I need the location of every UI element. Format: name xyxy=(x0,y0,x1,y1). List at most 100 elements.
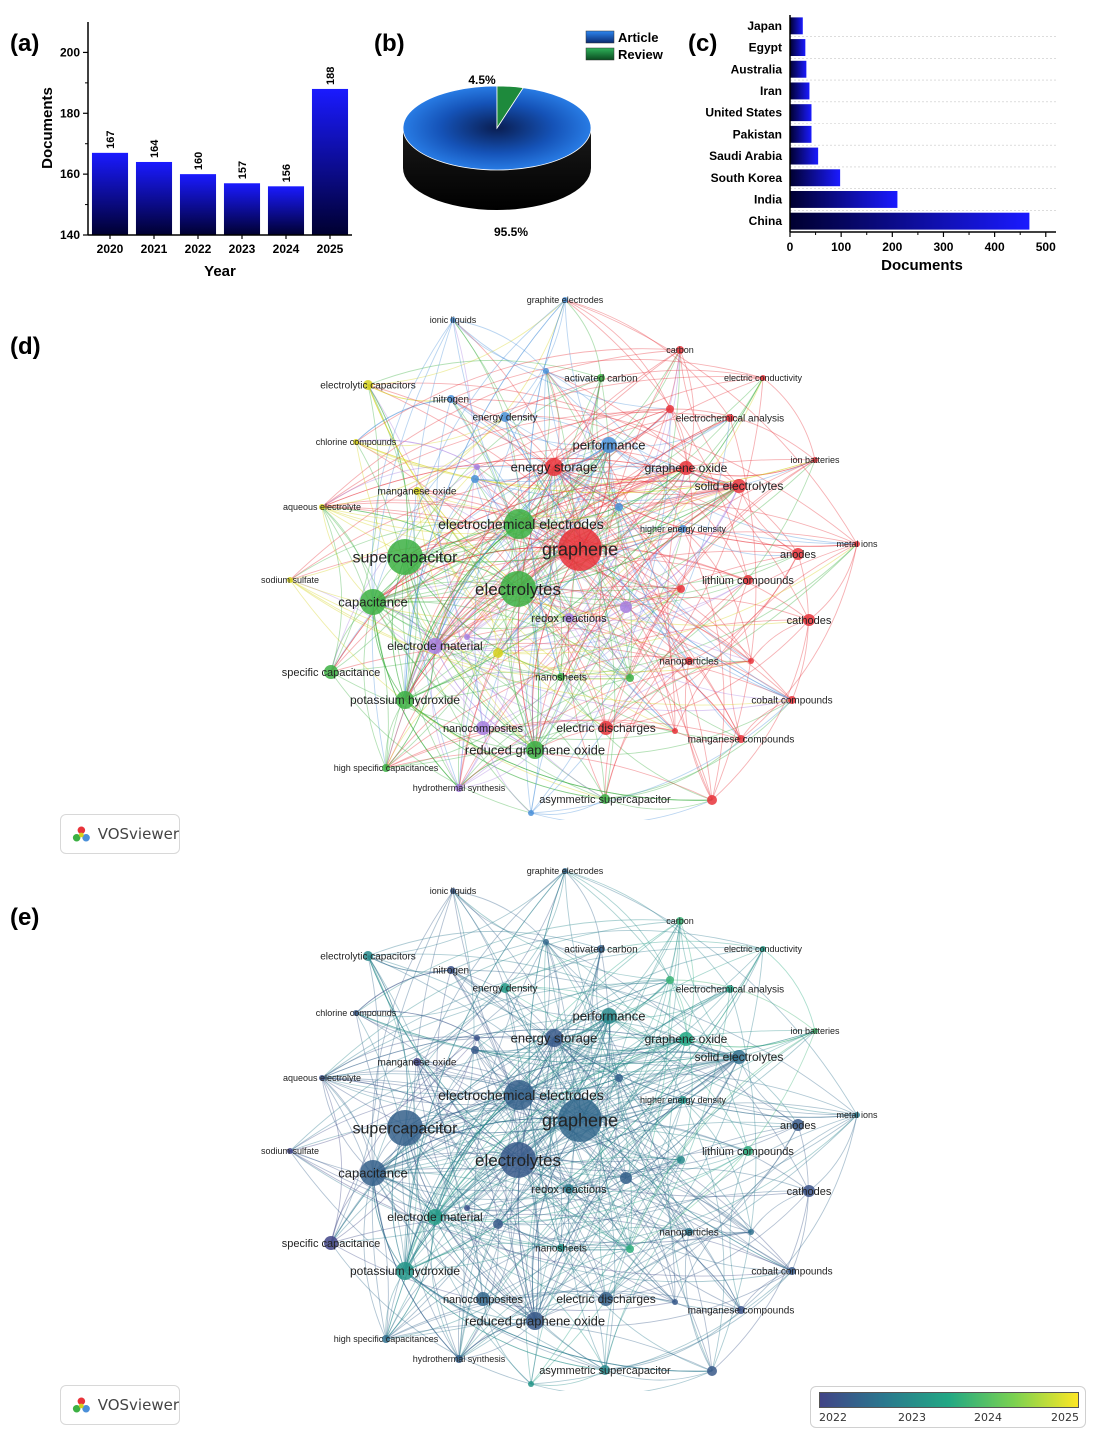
keyword-node[interactable] xyxy=(360,1160,386,1186)
keyword-node[interactable] xyxy=(672,1299,678,1305)
keyword-node[interactable] xyxy=(562,297,568,303)
keyword-node[interactable] xyxy=(557,1244,565,1252)
keyword-node[interactable] xyxy=(597,945,605,953)
keyword-node[interactable] xyxy=(854,1112,860,1118)
keyword-node[interactable] xyxy=(464,634,470,640)
keyword-node[interactable] xyxy=(760,375,766,381)
keyword-node[interactable] xyxy=(562,868,568,874)
keyword-node[interactable] xyxy=(526,741,544,759)
keyword-node[interactable] xyxy=(679,461,693,475)
keyword-node[interactable] xyxy=(500,571,536,607)
keyword-node[interactable] xyxy=(672,728,678,734)
keyword-node[interactable] xyxy=(324,1236,338,1250)
keyword-node[interactable] xyxy=(387,1110,423,1146)
keyword-node[interactable] xyxy=(287,1148,293,1154)
keyword-node[interactable] xyxy=(504,509,534,539)
keyword-node[interactable] xyxy=(396,1262,414,1280)
keyword-node[interactable] xyxy=(528,810,534,816)
keyword-node[interactable] xyxy=(748,658,754,664)
keyword-node[interactable] xyxy=(666,976,674,984)
keyword-node[interactable] xyxy=(564,613,574,623)
keyword-node[interactable] xyxy=(685,657,693,665)
keyword-node[interactable] xyxy=(620,601,632,613)
keyword-node[interactable] xyxy=(685,1228,693,1236)
keyword-node[interactable] xyxy=(679,525,687,533)
keyword-node[interactable] xyxy=(743,1146,753,1156)
keyword-node[interactable] xyxy=(737,735,745,743)
keyword-node[interactable] xyxy=(471,475,479,483)
keyword-node[interactable] xyxy=(558,1098,602,1142)
keyword-node[interactable] xyxy=(803,614,815,626)
keyword-node[interactable] xyxy=(599,721,613,735)
keyword-node[interactable] xyxy=(447,966,455,974)
keyword-node[interactable] xyxy=(677,585,685,593)
keyword-node[interactable] xyxy=(812,1028,818,1034)
keyword-node[interactable] xyxy=(792,548,804,560)
keyword-node[interactable] xyxy=(676,346,684,354)
keyword-node[interactable] xyxy=(363,380,373,390)
keyword-node[interactable] xyxy=(732,1050,746,1064)
keyword-node[interactable] xyxy=(360,589,386,615)
keyword-node[interactable] xyxy=(545,458,563,476)
keyword-node[interactable] xyxy=(545,1029,563,1047)
keyword-node[interactable] xyxy=(353,439,359,445)
keyword-node[interactable] xyxy=(600,1365,610,1375)
keyword-node[interactable] xyxy=(319,1075,325,1081)
keyword-node[interactable] xyxy=(788,696,796,704)
keyword-node[interactable] xyxy=(743,575,753,585)
keyword-node[interactable] xyxy=(812,457,818,463)
keyword-node[interactable] xyxy=(474,464,480,470)
keyword-node[interactable] xyxy=(760,946,766,952)
keyword-node[interactable] xyxy=(543,939,549,945)
keyword-node[interactable] xyxy=(464,1205,470,1211)
keyword-node[interactable] xyxy=(500,1142,536,1178)
keyword-node[interactable] xyxy=(626,1245,634,1253)
keyword-node[interactable] xyxy=(413,487,421,495)
keyword-node[interactable] xyxy=(526,1312,544,1330)
keyword-node[interactable] xyxy=(737,1306,745,1314)
keyword-node[interactable] xyxy=(455,784,463,792)
keyword-node[interactable] xyxy=(707,795,717,805)
keyword-node[interactable] xyxy=(854,541,860,547)
keyword-node[interactable] xyxy=(732,479,746,493)
keyword-node[interactable] xyxy=(600,794,610,804)
keyword-node[interactable] xyxy=(679,1096,687,1104)
keyword-node[interactable] xyxy=(601,1008,617,1024)
keyword-node[interactable] xyxy=(620,1172,632,1184)
keyword-node[interactable] xyxy=(707,1366,717,1376)
keyword-node[interactable] xyxy=(382,764,390,772)
keyword-node[interactable] xyxy=(471,1046,479,1054)
keyword-node[interactable] xyxy=(564,1184,574,1194)
keyword-node[interactable] xyxy=(493,648,503,658)
keyword-node[interactable] xyxy=(597,374,605,382)
keyword-node[interactable] xyxy=(666,405,674,413)
keyword-node[interactable] xyxy=(474,1035,480,1041)
keyword-node[interactable] xyxy=(476,721,490,735)
keyword-node[interactable] xyxy=(450,888,456,894)
keyword-node[interactable] xyxy=(748,1229,754,1235)
keyword-node[interactable] xyxy=(528,1381,534,1387)
keyword-node[interactable] xyxy=(557,673,565,681)
keyword-node[interactable] xyxy=(396,691,414,709)
keyword-node[interactable] xyxy=(287,577,293,583)
keyword-node[interactable] xyxy=(427,638,443,654)
keyword-node[interactable] xyxy=(788,1267,796,1275)
keyword-node[interactable] xyxy=(677,1156,685,1164)
keyword-node[interactable] xyxy=(726,414,734,422)
keyword-node[interactable] xyxy=(382,1335,390,1343)
keyword-node[interactable] xyxy=(500,412,510,422)
keyword-node[interactable] xyxy=(615,503,623,511)
keyword-node[interactable] xyxy=(558,527,602,571)
keyword-node[interactable] xyxy=(679,1032,693,1046)
keyword-node[interactable] xyxy=(413,1058,421,1066)
keyword-node[interactable] xyxy=(363,951,373,961)
keyword-node[interactable] xyxy=(427,1209,443,1225)
keyword-node[interactable] xyxy=(615,1074,623,1082)
keyword-node[interactable] xyxy=(319,504,325,510)
keyword-node[interactable] xyxy=(626,674,634,682)
keyword-node[interactable] xyxy=(476,1292,490,1306)
keyword-node[interactable] xyxy=(504,1080,534,1110)
keyword-node[interactable] xyxy=(676,917,684,925)
keyword-node[interactable] xyxy=(792,1119,804,1131)
keyword-node[interactable] xyxy=(601,437,617,453)
